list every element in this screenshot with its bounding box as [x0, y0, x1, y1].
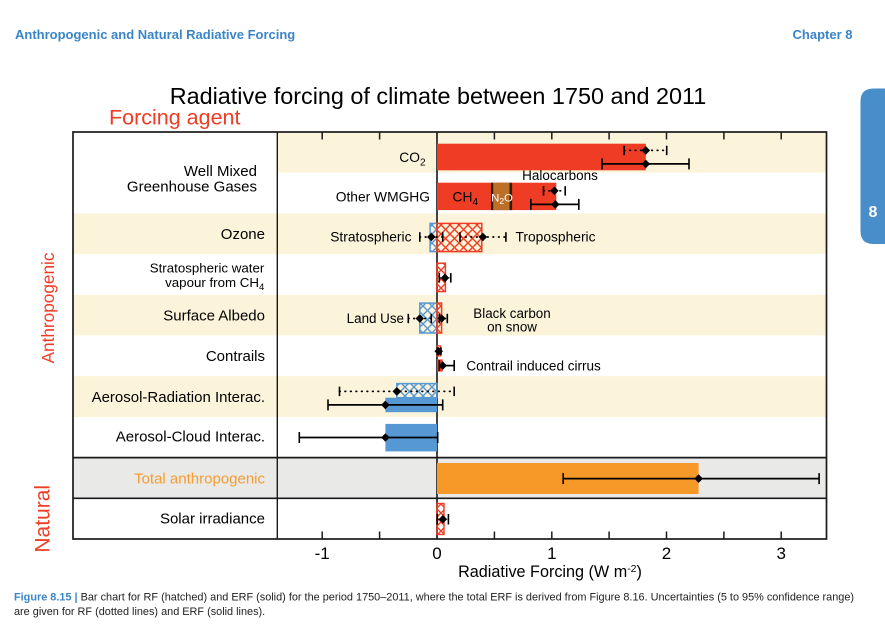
svg-text:Aerosol-Radiation Interac.: Aerosol-Radiation Interac. [92, 389, 265, 406]
svg-text:N2O: N2O [491, 192, 513, 206]
svg-text:Stratospheric: Stratospheric [330, 230, 411, 245]
svg-text:Other WMGHG: Other WMGHG [336, 190, 430, 205]
svg-text:3: 3 [776, 544, 785, 563]
svg-text:CH4: CH4 [453, 190, 479, 209]
svg-text:Halocarbons: Halocarbons [522, 168, 598, 183]
svg-text:Contrail induced cirrus: Contrail induced cirrus [466, 358, 601, 373]
svg-text:Land Use: Land Use [347, 311, 404, 326]
svg-text:Anthropogenic: Anthropogenic [38, 252, 58, 363]
svg-text:8: 8 [869, 204, 878, 221]
svg-text:Well Mixed: Well Mixed [184, 163, 257, 180]
svg-text:Radiative forcing of climate b: Radiative forcing of climate between 175… [170, 83, 707, 109]
svg-text:Tropospheric: Tropospheric [516, 230, 596, 245]
svg-text:Figure 8.15 | Bar chart for RF: Figure 8.15 | Bar chart for RF (hatched)… [14, 592, 854, 604]
svg-text:CO2: CO2 [399, 150, 426, 169]
svg-text:Surface Albedo: Surface Albedo [163, 308, 265, 325]
svg-text:Black carbon: Black carbon [473, 306, 550, 321]
svg-text:Greenhouse Gases: Greenhouse Gases [127, 179, 257, 196]
svg-text:Forcing agent: Forcing agent [109, 106, 240, 130]
svg-text:Chapter 8: Chapter 8 [793, 27, 853, 42]
svg-text:Natural: Natural [32, 485, 55, 553]
svg-text:-1: -1 [315, 544, 330, 563]
svg-text:vapour from CH4: vapour from CH4 [165, 275, 264, 293]
svg-text:are given for RF (dotted lines: are given for RF (dotted lines) and ERF … [14, 606, 265, 618]
svg-text:Contrails: Contrails [206, 348, 265, 365]
svg-text:2: 2 [662, 544, 671, 563]
svg-text:Aerosol-Cloud Interac.: Aerosol-Cloud Interac. [116, 429, 265, 446]
svg-text:Ozone: Ozone [221, 226, 265, 243]
svg-text:Radiative Forcing (W m-2): Radiative Forcing (W m-2) [458, 563, 642, 581]
svg-text:1: 1 [547, 544, 556, 563]
svg-text:Anthropogenic and Natural Radi: Anthropogenic and Natural Radiative Forc… [15, 27, 295, 42]
svg-text:0: 0 [432, 544, 441, 563]
svg-text:Total anthropogenic: Total anthropogenic [134, 470, 265, 487]
svg-text:Solar irradiance: Solar irradiance [160, 511, 265, 528]
svg-text:Stratospheric water: Stratospheric water [150, 261, 265, 276]
svg-text:on snow: on snow [487, 319, 537, 334]
